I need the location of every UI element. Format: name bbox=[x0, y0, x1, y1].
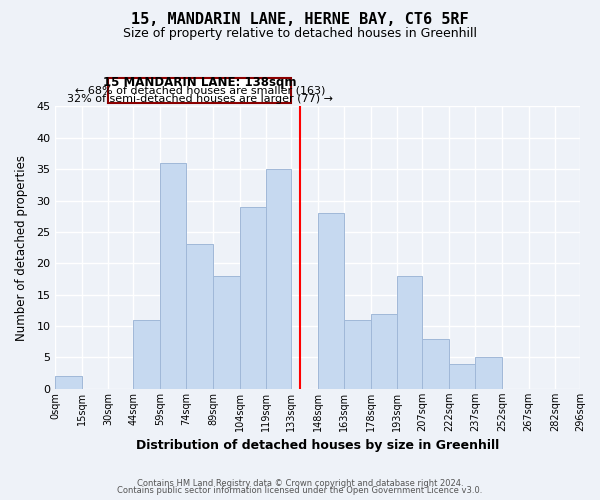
X-axis label: Distribution of detached houses by size in Greenhill: Distribution of detached houses by size … bbox=[136, 440, 499, 452]
Text: Size of property relative to detached houses in Greenhill: Size of property relative to detached ho… bbox=[123, 28, 477, 40]
Bar bbox=[239, 207, 266, 389]
FancyBboxPatch shape bbox=[109, 78, 291, 103]
Bar bbox=[266, 169, 291, 389]
Bar bbox=[475, 358, 502, 389]
Bar bbox=[371, 314, 397, 389]
Text: 32% of semi-detached houses are larger (77) →: 32% of semi-detached houses are larger (… bbox=[67, 94, 333, 104]
Text: ← 68% of detached houses are smaller (163): ← 68% of detached houses are smaller (16… bbox=[74, 86, 325, 96]
Bar bbox=[213, 276, 239, 389]
Bar bbox=[55, 376, 82, 389]
Bar bbox=[187, 244, 213, 389]
Bar bbox=[133, 320, 160, 389]
Bar bbox=[449, 364, 475, 389]
Bar bbox=[422, 338, 449, 389]
Bar bbox=[317, 213, 344, 389]
Bar bbox=[397, 276, 422, 389]
Text: 15 MANDARIN LANE: 138sqm: 15 MANDARIN LANE: 138sqm bbox=[103, 76, 296, 89]
Text: 15, MANDARIN LANE, HERNE BAY, CT6 5RF: 15, MANDARIN LANE, HERNE BAY, CT6 5RF bbox=[131, 12, 469, 28]
Text: Contains public sector information licensed under the Open Government Licence v3: Contains public sector information licen… bbox=[118, 486, 482, 495]
Bar bbox=[160, 163, 187, 389]
Text: Contains HM Land Registry data © Crown copyright and database right 2024.: Contains HM Land Registry data © Crown c… bbox=[137, 478, 463, 488]
Bar bbox=[344, 320, 371, 389]
Y-axis label: Number of detached properties: Number of detached properties bbox=[15, 154, 28, 340]
